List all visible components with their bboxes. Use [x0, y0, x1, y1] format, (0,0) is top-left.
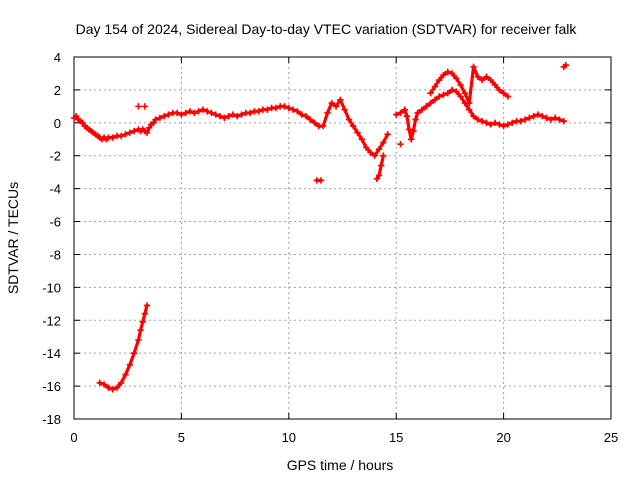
data-point [397, 141, 404, 148]
y-tick-label: -8 [49, 247, 61, 262]
x-tick-labels: 0 5 10 15 20 25 [70, 430, 618, 445]
data-point [141, 103, 149, 110]
y-tick-label: -16 [42, 379, 61, 394]
y-tick-label: -18 [42, 412, 61, 427]
data-trace [136, 328, 143, 342]
x-tick-label: 0 [70, 430, 77, 445]
data-trace [467, 65, 476, 105]
axis-ticks [73, 56, 612, 420]
data-trace [143, 303, 149, 316]
y-tick-label: -14 [42, 346, 61, 361]
data-trace [128, 351, 136, 367]
data-trace [557, 117, 566, 123]
x-tick-label: 25 [604, 430, 618, 445]
y-tick-labels: 4 2 0 -2 -4 -6 -8 -10 -12 -14 -16 -18 [42, 50, 61, 427]
y-tick-label: -6 [49, 215, 61, 230]
data-trace [377, 164, 383, 178]
data-trace [562, 63, 568, 69]
data-trace [343, 108, 351, 122]
data-trace [502, 91, 510, 99]
data-trace [325, 101, 334, 115]
chart-title: Day 154 of 2024, Sidereal Day-to-day VTE… [76, 21, 578, 37]
x-tick-label: 20 [496, 430, 510, 445]
data-trace [123, 363, 132, 377]
y-tick-label: 2 [54, 83, 61, 98]
data-trace [132, 338, 141, 355]
data-trace [381, 132, 390, 145]
data-trace [411, 117, 418, 133]
y-tick-label: -10 [42, 280, 61, 295]
data-trace [321, 111, 330, 128]
x-tick-label: 15 [389, 430, 403, 445]
plot-frame [73, 56, 612, 420]
y-tick-label: 0 [54, 116, 61, 131]
y-tick-label: -2 [49, 149, 61, 164]
y-tick-label: -4 [49, 182, 61, 197]
y-tick-label: -12 [42, 313, 61, 328]
data-trace [471, 65, 480, 79]
y-tick-label: 4 [54, 50, 61, 65]
y-axis-label: SDTVAR / TECUs [5, 182, 21, 294]
x-axis-label: GPS time / hours [287, 457, 394, 473]
data-trace [405, 114, 411, 131]
x-tick-label: 10 [282, 430, 296, 445]
data-trace [379, 154, 385, 168]
data-points [70, 62, 570, 393]
data-point [135, 103, 142, 110]
grid-lines [74, 57, 611, 419]
data-trace [338, 98, 347, 112]
x-tick-label: 5 [178, 430, 185, 445]
